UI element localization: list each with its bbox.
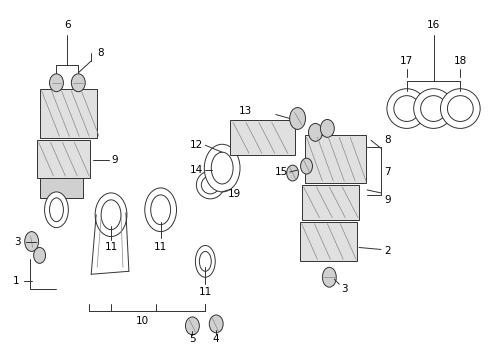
Ellipse shape — [44, 192, 68, 228]
Text: 9: 9 — [383, 195, 390, 205]
Ellipse shape — [289, 108, 305, 129]
Text: 13: 13 — [238, 105, 251, 116]
Circle shape — [386, 89, 426, 129]
Text: 12: 12 — [190, 140, 203, 150]
Text: 11: 11 — [154, 243, 167, 252]
Text: 19: 19 — [228, 189, 241, 199]
Text: 6: 6 — [64, 20, 71, 30]
Text: 7: 7 — [383, 167, 390, 177]
Text: 17: 17 — [399, 56, 412, 66]
Text: 11: 11 — [198, 287, 211, 297]
Text: 2: 2 — [383, 247, 390, 256]
Text: 10: 10 — [136, 316, 149, 326]
Text: 15: 15 — [274, 167, 287, 177]
Ellipse shape — [49, 74, 63, 92]
Ellipse shape — [195, 246, 215, 277]
Ellipse shape — [211, 152, 233, 184]
Text: 1: 1 — [12, 276, 19, 286]
Text: 4: 4 — [212, 334, 219, 344]
Ellipse shape — [185, 317, 199, 335]
Ellipse shape — [308, 123, 322, 141]
Ellipse shape — [25, 231, 39, 251]
Ellipse shape — [95, 193, 127, 237]
Ellipse shape — [286, 165, 298, 181]
Bar — [40, 178, 83, 198]
Text: 18: 18 — [453, 56, 466, 66]
Text: 3: 3 — [341, 284, 347, 294]
Bar — [37, 140, 90, 178]
Circle shape — [420, 96, 446, 121]
Bar — [301, 185, 358, 220]
Bar — [230, 121, 294, 155]
Circle shape — [447, 96, 472, 121]
Text: 9: 9 — [111, 155, 118, 165]
Text: 3: 3 — [15, 237, 21, 247]
Ellipse shape — [320, 120, 334, 137]
Text: 8: 8 — [383, 135, 390, 145]
Text: 16: 16 — [426, 20, 439, 30]
Text: 11: 11 — [104, 243, 118, 252]
Circle shape — [196, 171, 224, 199]
Bar — [299, 222, 356, 261]
Ellipse shape — [49, 198, 63, 222]
Text: 8: 8 — [97, 48, 103, 58]
Circle shape — [440, 89, 479, 129]
Ellipse shape — [199, 251, 211, 271]
Bar — [40, 89, 97, 138]
Ellipse shape — [144, 188, 176, 231]
Ellipse shape — [101, 200, 121, 230]
Bar — [304, 135, 366, 183]
Ellipse shape — [204, 144, 240, 192]
Ellipse shape — [322, 267, 336, 287]
Ellipse shape — [34, 247, 45, 264]
Circle shape — [393, 96, 419, 121]
Text: 5: 5 — [189, 334, 195, 344]
Circle shape — [201, 176, 219, 194]
Ellipse shape — [300, 158, 312, 174]
Circle shape — [413, 89, 452, 129]
Ellipse shape — [209, 315, 223, 333]
Ellipse shape — [150, 195, 170, 225]
Text: 14: 14 — [190, 165, 203, 175]
Ellipse shape — [71, 74, 85, 92]
